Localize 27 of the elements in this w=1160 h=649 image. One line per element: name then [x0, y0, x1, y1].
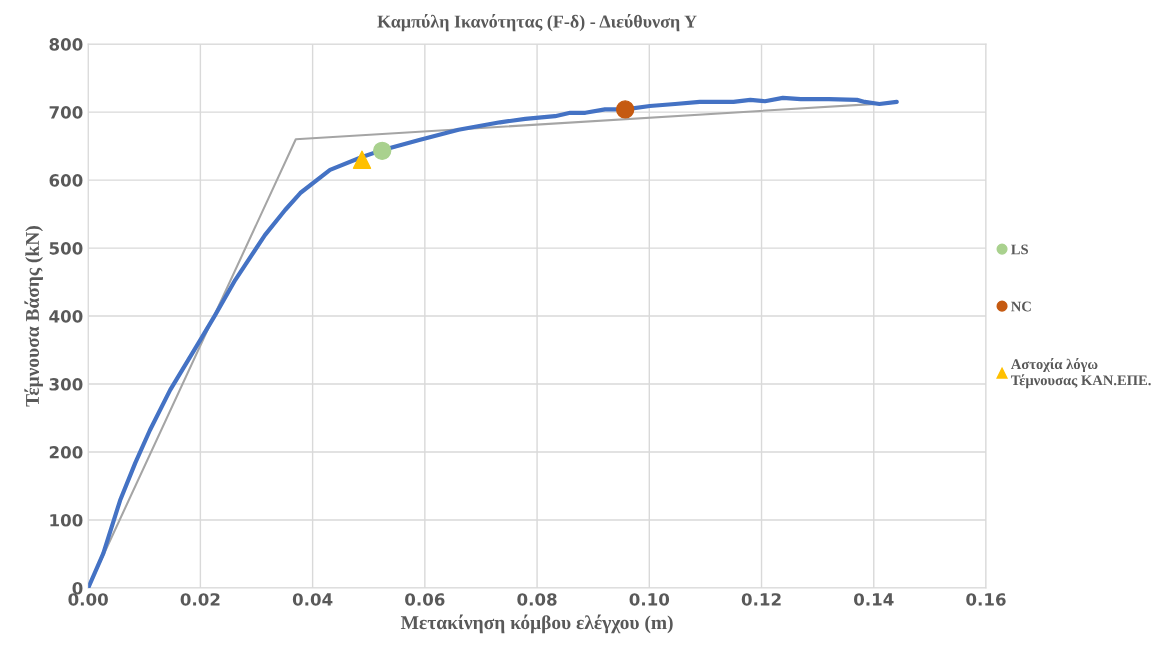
x-tick-label: 0.06	[405, 593, 445, 606]
x-tick-label: 0.00	[68, 593, 108, 606]
chart-title: Καμπύλη Ικανότητας (F-δ) - Διεύθυνση Y	[377, 14, 697, 32]
y-tick-label: 500	[49, 242, 83, 255]
x-tick-label: 0.14	[854, 593, 894, 606]
legend-label: Αστοχία λόγω Τέμνουσας ΚΑΝ.ΕΠΕ.	[1010, 358, 1151, 389]
y-tick-label: 0	[72, 581, 83, 595]
y-tick-label: 300	[49, 378, 83, 391]
x-tick-label: 0.08	[517, 593, 557, 606]
y-tick-label: 200	[49, 445, 83, 459]
x-tick-label: 0.02	[180, 593, 220, 606]
y-axis-title: Τέμνουσα Βάσης (kN)	[24, 226, 43, 407]
y-tick-label: 600	[49, 174, 83, 187]
y-tick-label: 400	[49, 310, 83, 323]
legend-label: LS	[1011, 244, 1029, 255]
x-tick-label: 0.12	[741, 593, 781, 606]
y-tick-label: 100	[50, 513, 83, 527]
x-tick-label: 0.16	[966, 593, 1006, 606]
legend-label: NC	[1011, 301, 1031, 312]
x-axis-title: Μετακίνηση κόμβου ελέγχου (m)	[400, 614, 673, 634]
point	[615, 100, 635, 119]
y-tick-label: 700	[49, 106, 83, 119]
x-tick-label: 0.04	[292, 593, 333, 606]
point	[373, 141, 392, 161]
x-tick-label: 0.10	[629, 593, 670, 606]
point	[352, 150, 372, 169]
y-tick-label: 800	[49, 38, 83, 51]
